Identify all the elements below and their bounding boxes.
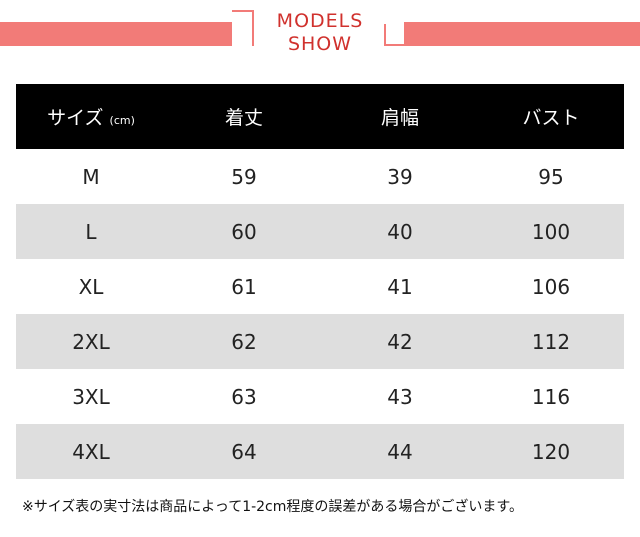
cell-length: 59 [231, 164, 257, 189]
table-row: M 59 39 95 [16, 149, 624, 204]
header-bust: バスト [522, 107, 580, 129]
size-chart-table: サイズ (cm) 着丈 肩幅 バスト M 59 39 95 L 60 40 100… [16, 84, 624, 479]
cell-bust: 116 [531, 384, 571, 409]
models-show-banner: MODELS SHOW [0, 0, 640, 70]
cell-shoulder: 41 [387, 274, 413, 299]
cell-shoulder: 42 [387, 329, 413, 354]
cell-bust: 106 [531, 274, 571, 299]
cell-shoulder: 43 [387, 384, 413, 409]
banner-left-corner [232, 10, 254, 46]
cell-bust: 120 [531, 439, 571, 464]
cell-length: 60 [231, 219, 257, 244]
table-header-row: サイズ (cm) 着丈 肩幅 バスト [16, 84, 624, 149]
cell-bust: 95 [538, 164, 564, 189]
banner-left-band [0, 22, 232, 46]
table-row: 4XL 64 44 120 [16, 424, 624, 479]
cell-bust: 100 [531, 219, 571, 244]
header-size: サイズ (cm) [16, 103, 166, 130]
table-row: XL 61 41 106 [16, 259, 624, 314]
header-shoulder: 肩幅 [380, 107, 419, 129]
cell-size: 3XL [72, 384, 110, 409]
cell-length: 61 [231, 274, 257, 299]
banner-right-band [404, 22, 640, 46]
cell-size: XL [78, 274, 104, 299]
table-row: 2XL 62 42 112 [16, 314, 624, 369]
cell-size: M [82, 164, 100, 189]
cell-bust: 112 [531, 329, 571, 354]
banner-title-line1: MODELS [276, 10, 364, 32]
header-size-unit: (cm) [109, 114, 135, 127]
banner-title-line2: SHOW [287, 33, 353, 55]
banner-right-corner [384, 24, 406, 46]
cell-size: L [85, 219, 97, 244]
table-row: L 60 40 100 [16, 204, 624, 259]
cell-size: 2XL [72, 329, 110, 354]
table-row: 3XL 63 43 116 [16, 369, 624, 424]
cell-size: 4XL [72, 439, 110, 464]
cell-length: 64 [231, 439, 257, 464]
size-footnote: ※サイズ表の実寸法は商品によって1-2cm程度の誤差がある場合がございます。 [22, 499, 523, 515]
header-length: 着丈 [224, 107, 263, 129]
cell-shoulder: 40 [387, 219, 413, 244]
cell-shoulder: 39 [387, 164, 413, 189]
banner-title: MODELS SHOW [254, 10, 386, 56]
cell-length: 62 [231, 329, 257, 354]
cell-length: 63 [231, 384, 257, 409]
header-size-label: サイズ [47, 107, 104, 129]
cell-shoulder: 44 [387, 439, 413, 464]
